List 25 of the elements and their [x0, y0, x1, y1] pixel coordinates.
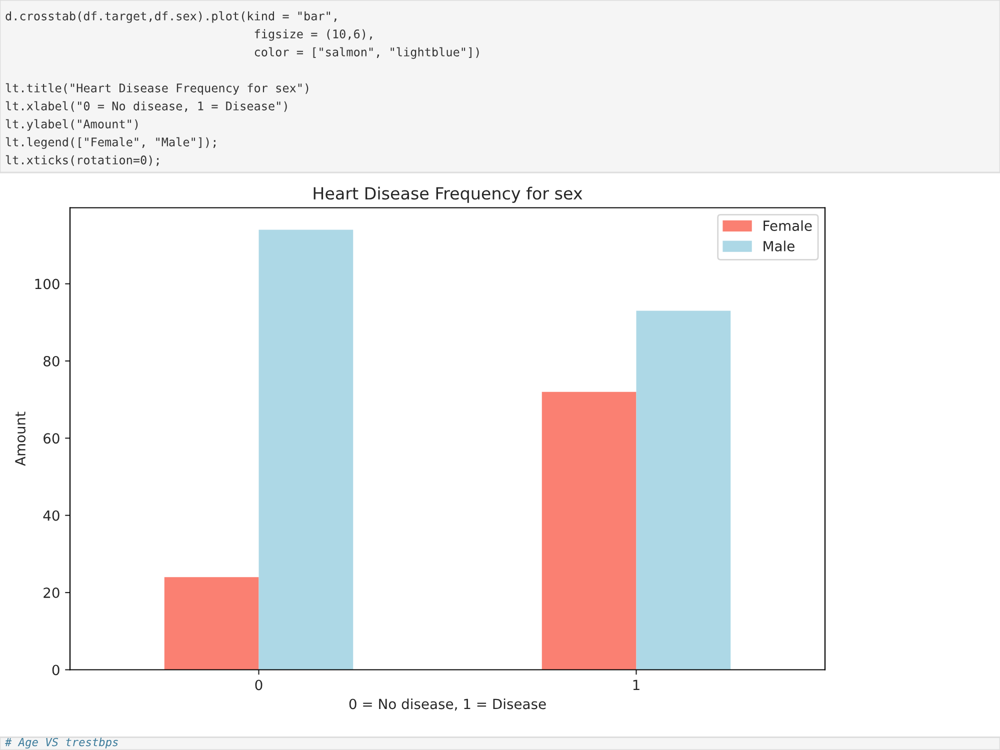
chart-title: Heart Disease Frequency for sex: [314, 186, 582, 203]
legend-label: Male: [764, 240, 794, 252]
x-tick-label: 1: [633, 680, 640, 690]
bar: [164, 577, 259, 670]
bar: [542, 392, 636, 670]
text: lt.legend(["Female", "Male"]);: [6, 137, 216, 149]
y-tick-label: 0: [52, 664, 60, 676]
bar: [636, 310, 731, 670]
y-tick-label: 60: [44, 433, 60, 444]
text: lt.title("Heart Disease Frequency for sex"): [6, 83, 308, 95]
text: # Age VS trestbps: [4, 738, 118, 748]
y-tick-label: 40: [43, 510, 60, 521]
bar: [258, 230, 354, 670]
text: d.crosstab(df.target,df.sex).plot(kind = "bar",: [6, 11, 336, 23]
text: color = ["salmon", "lightblue"]): [254, 47, 479, 59]
legend-label: Female: [764, 220, 812, 231]
text: lt.ylabel("Amount"): [6, 119, 138, 131]
x-axis-title: 0 = No disease, 1 = Disease: [349, 698, 546, 711]
y-tick-label: 80: [44, 356, 60, 366]
y-tick-label: 20: [44, 588, 60, 598]
text: figsize = (10,6),: [254, 29, 372, 41]
y-tick-label: 100: [35, 278, 60, 290]
text: lt.xlabel("0 = No disease, 1 = Disease"): [6, 101, 287, 112]
text: lt.xticks(rotation=0);: [6, 155, 159, 166]
y-axis-title: Amount: [15, 412, 26, 466]
